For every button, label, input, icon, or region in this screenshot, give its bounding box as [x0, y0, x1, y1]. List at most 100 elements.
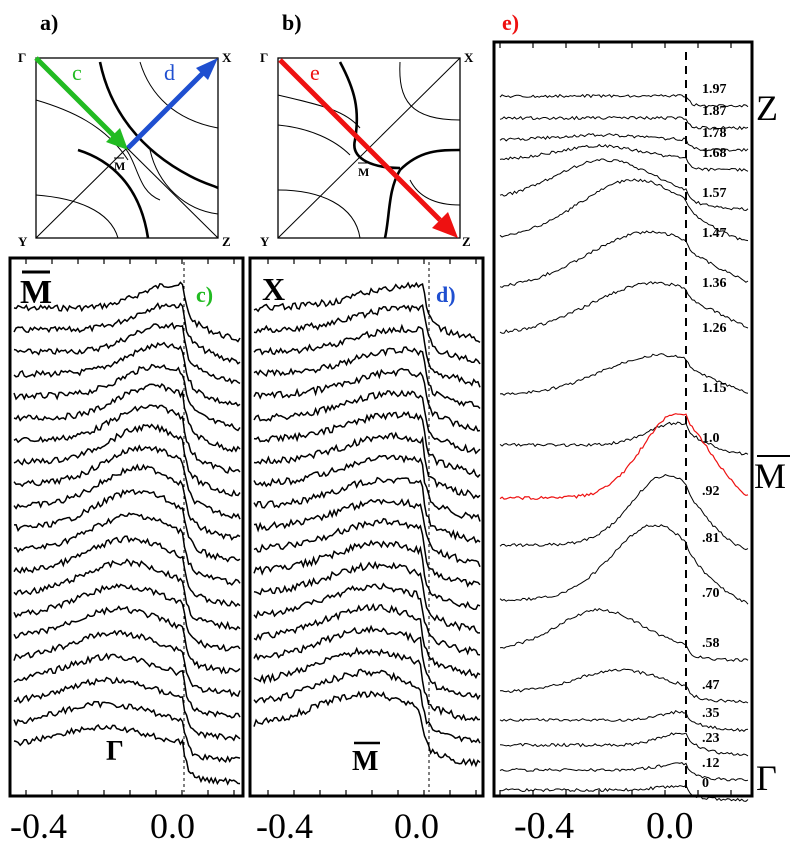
fermi-contour-b2 — [383, 148, 461, 239]
edc-curve-c — [13, 558, 241, 631]
panel-a: a) c d Γ X Y Z M — [18, 10, 232, 249]
curves-c — [13, 281, 241, 786]
ticks-d — [267, 258, 477, 796]
panel-d-frame — [248, 256, 485, 798]
xtick-c-neg04: -0.4 — [10, 806, 67, 846]
arrow-e-head — [432, 212, 458, 238]
edc-curve-c — [13, 463, 241, 541]
edc-curve-e — [499, 281, 749, 334]
zone-square-b — [277, 57, 461, 239]
fermi-contour-a5 — [149, 149, 219, 215]
edc-curve-d — [253, 323, 481, 388]
panel-b-tag: b) — [282, 10, 302, 35]
edc-curve-d — [253, 367, 481, 432]
panel-c-tag: c) — [196, 282, 213, 307]
arrow-d-head — [196, 58, 218, 80]
panel-e-tag: e) — [502, 10, 519, 35]
edc-curve-c — [13, 341, 241, 407]
corner-y-a: Y — [18, 234, 28, 249]
edc-curve-c — [13, 629, 241, 698]
arrow-e-label: e — [310, 60, 320, 85]
zone-square-a — [35, 57, 219, 239]
panel-b: b) e Γ X Y Z M — [260, 10, 474, 249]
ticks-e — [499, 42, 732, 796]
corner-x-a: X — [222, 50, 232, 65]
edc-curve-e — [499, 143, 749, 172]
fermi-contour-b4 — [277, 124, 351, 156]
edc-curve-c — [13, 382, 241, 453]
edc-curve-d — [253, 690, 481, 768]
arrow-c-label: c — [72, 60, 82, 85]
curves-d — [253, 281, 481, 768]
fermi-contour-a2 — [77, 148, 150, 239]
edc-curve-c — [13, 488, 241, 563]
edc-curve-d — [253, 602, 481, 680]
fermi-contour-a3 — [139, 61, 219, 129]
edc-curve-d — [253, 539, 481, 610]
panel-d-tag: d) — [436, 282, 456, 307]
xtick-c-00: 0.0 — [150, 806, 195, 846]
curve-label-e: .35 — [702, 706, 720, 721]
edc-curve-d — [253, 582, 481, 656]
arrow-c-head — [106, 128, 128, 150]
center-m-b: M — [358, 165, 369, 179]
corner-y-b: Y — [260, 234, 270, 249]
curve-label-e: 1.87 — [702, 104, 727, 119]
edc-curve-e — [499, 668, 749, 704]
arrow-e — [278, 58, 442, 222]
edc-curve-e — [499, 710, 749, 733]
edc-curve-c — [13, 423, 241, 497]
curve-label-e: 1.47 — [702, 226, 727, 241]
edc-curve-d — [253, 303, 481, 365]
edc-curve-d — [253, 410, 481, 478]
edc-curve-d — [253, 431, 481, 500]
edc-curve-d — [253, 624, 481, 701]
corner-gamma-a: Γ — [18, 50, 26, 65]
edc-curve-e — [499, 353, 749, 396]
edc-curve-d — [253, 646, 481, 722]
panel-e-m-label: M — [754, 456, 786, 496]
edc-curve-e — [499, 133, 749, 153]
edc-curve-d — [253, 346, 481, 410]
curve-label-e: .58 — [702, 636, 720, 651]
center-m-a: M — [114, 159, 125, 173]
curve-label-e: .12 — [702, 756, 720, 771]
edc-curve-d — [253, 517, 481, 588]
edc-curve-e — [499, 158, 749, 212]
edc-curve-c — [13, 583, 241, 652]
edc-curve-e — [499, 115, 749, 131]
edc-curve-e-highlight — [499, 413, 749, 501]
panel-e-gamma-label: Γ — [756, 758, 777, 798]
curve-label-e: 1.57 — [702, 186, 727, 201]
edc-curve-e — [499, 421, 749, 456]
fermi-contour-b5 — [399, 61, 461, 121]
edc-curve-e — [499, 784, 749, 802]
fermi-contour-b6 — [277, 189, 361, 239]
edc-curve-c — [13, 404, 241, 474]
curve-label-e: 1.68 — [702, 146, 727, 161]
panel-c-top-label: M — [20, 274, 52, 311]
edc-curve-c — [13, 652, 241, 719]
edc-curve-d — [253, 476, 481, 544]
curve-label-e: 0 — [702, 776, 709, 791]
edc-curve-e — [499, 732, 749, 757]
xtick-d-neg04: -0.4 — [256, 806, 313, 846]
corner-z-a: Z — [222, 234, 231, 249]
curve-label-e: .81 — [702, 531, 720, 546]
edc-curve-d — [253, 668, 481, 744]
edc-curve-d — [253, 281, 481, 344]
edc-curve-c — [13, 605, 241, 675]
curve-label-e: .70 — [702, 586, 720, 601]
curves-e — [499, 93, 749, 802]
edc-curve-c — [13, 281, 241, 343]
curve-label-e: 1.97 — [702, 82, 727, 97]
curve-label-e: .23 — [702, 731, 720, 746]
arrow-d — [126, 69, 207, 150]
xtick-e-00: 0.0 — [646, 805, 694, 847]
edc-curve-d — [253, 389, 481, 455]
fermi-contour-b1 — [338, 61, 401, 170]
edc-curve-c — [13, 444, 241, 520]
ticks-c — [25, 258, 235, 796]
panel-c-frame — [8, 256, 245, 798]
